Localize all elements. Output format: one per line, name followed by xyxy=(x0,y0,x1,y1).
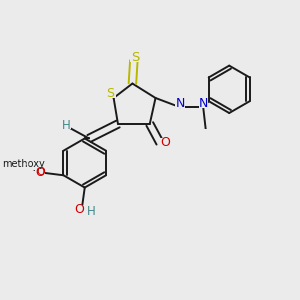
Text: methoxy: methoxy xyxy=(2,159,44,169)
Text: H: H xyxy=(87,205,95,218)
Bar xyxy=(176,100,185,108)
Bar xyxy=(35,168,45,177)
Text: methyl: methyl xyxy=(208,132,213,133)
Bar xyxy=(104,89,116,98)
Text: methoxy: methoxy xyxy=(23,163,29,164)
Text: S: S xyxy=(131,51,140,64)
Bar xyxy=(35,168,45,176)
Text: methoxy: methoxy xyxy=(25,164,31,165)
Text: O: O xyxy=(36,166,45,179)
Bar xyxy=(12,161,36,169)
Bar xyxy=(9,161,34,170)
Bar xyxy=(11,159,35,168)
Text: N: N xyxy=(199,97,208,110)
Bar xyxy=(160,138,171,147)
Text: S: S xyxy=(106,87,114,100)
Text: methoxy: methoxy xyxy=(24,163,30,164)
Bar xyxy=(130,52,141,62)
Text: O: O xyxy=(74,203,84,216)
Text: methoxy: methoxy xyxy=(25,164,31,165)
Text: H: H xyxy=(61,119,70,132)
Bar xyxy=(61,121,70,129)
Text: O: O xyxy=(36,167,45,177)
Bar xyxy=(12,161,36,169)
Text: N: N xyxy=(176,97,185,110)
Text: O: O xyxy=(161,136,171,149)
Bar xyxy=(74,206,84,214)
Bar xyxy=(199,100,208,108)
Bar xyxy=(199,129,216,138)
Bar xyxy=(87,207,95,215)
